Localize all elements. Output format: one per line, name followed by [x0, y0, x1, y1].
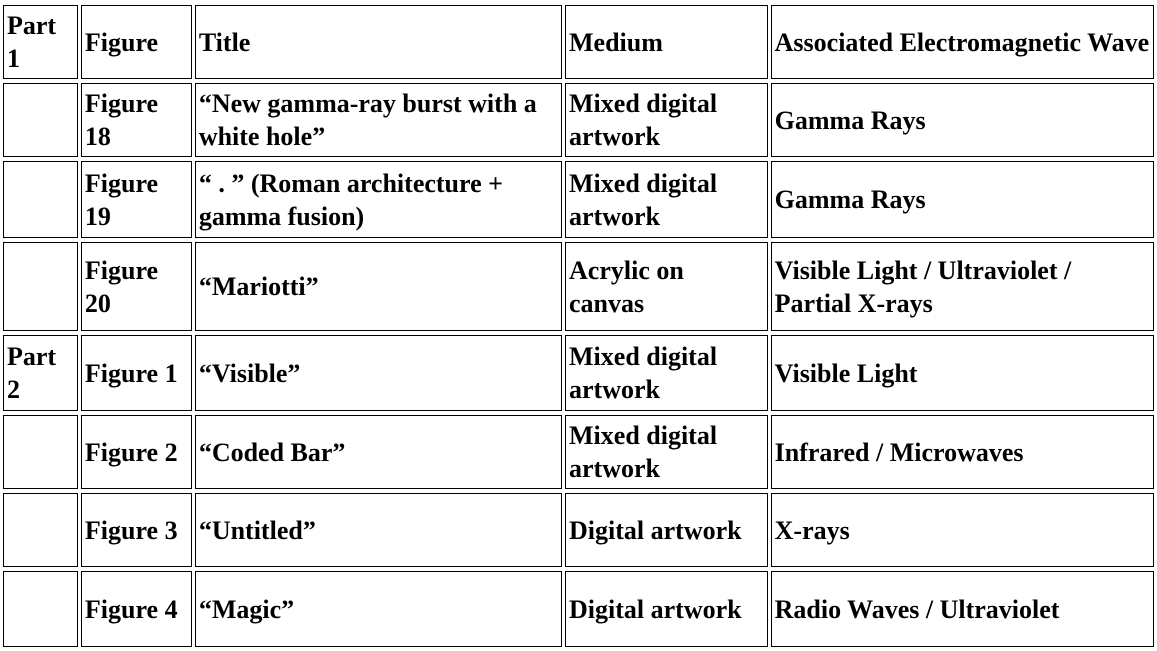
table-row: Figure 4 “Magic” Digital artwork Radio W… — [3, 571, 1154, 647]
header-row: Part 1 Figure Title Medium Associated El… — [3, 5, 1154, 79]
cell-figure: Figure 20 — [80, 242, 192, 331]
table-row: Part 2 Figure 1 “Visible” Mixed digital … — [3, 335, 1154, 411]
cell-figure: Figure 2 — [80, 415, 192, 489]
cell-part — [3, 161, 78, 238]
cell-figure: Figure 19 — [80, 161, 192, 238]
cell-part — [3, 242, 78, 331]
header-title: Title — [194, 5, 563, 79]
cell-part — [3, 571, 78, 647]
cell-wave: Gamma Rays — [770, 83, 1154, 157]
cell-figure: Figure 18 — [80, 83, 192, 157]
cell-medium: Acrylic on canvas — [565, 242, 768, 331]
cell-title: “Visible” — [194, 335, 563, 411]
cell-medium: Digital artwork — [565, 493, 768, 567]
cell-figure: Figure 3 — [80, 493, 192, 567]
table-row: Figure 19 “ . ” (Roman architecture + ga… — [3, 161, 1154, 238]
header-part: Part 1 — [3, 5, 78, 79]
table-row: Figure 18 “New gamma-ray burst with a wh… — [3, 83, 1154, 157]
cell-part: Part 2 — [3, 335, 78, 411]
cell-wave: X-rays — [770, 493, 1154, 567]
cell-title: “Magic” — [194, 571, 563, 647]
cell-title: “ . ” (Roman architecture + gamma fusion… — [194, 161, 563, 238]
header-medium: Medium — [565, 5, 768, 79]
header-figure: Figure — [80, 5, 192, 79]
cell-wave: Infrared / Microwaves — [770, 415, 1154, 489]
cell-title: “New gamma-ray burst with a white hole” — [194, 83, 563, 157]
table-row: Figure 20 “Mariotti” Acrylic on canvas V… — [3, 242, 1154, 331]
table-row: Figure 3 “Untitled” Digital artwork X-ra… — [3, 493, 1154, 567]
cell-wave: Gamma Rays — [770, 161, 1154, 238]
cell-wave: Visible Light / Ultraviolet / Partial X-… — [770, 242, 1154, 331]
cell-wave: Visible Light — [770, 335, 1154, 411]
cell-part — [3, 493, 78, 567]
cell-medium: Digital artwork — [565, 571, 768, 647]
table-row: Figure 2 “Coded Bar” Mixed digital artwo… — [3, 415, 1154, 489]
cell-medium: Mixed digital artwork — [565, 415, 768, 489]
cell-wave: Radio Waves / Ultraviolet — [770, 571, 1154, 647]
cell-title: “Coded Bar” — [194, 415, 563, 489]
cell-title: “Mariotti” — [194, 242, 563, 331]
cell-medium: Mixed digital artwork — [565, 335, 768, 411]
cell-medium: Mixed digital artwork — [565, 83, 768, 157]
cell-part — [3, 415, 78, 489]
cell-figure: Figure 4 — [80, 571, 192, 647]
cell-title: “Untitled” — [194, 493, 563, 567]
header-wave: Associated Electromagnetic Wave — [770, 5, 1154, 79]
cell-figure: Figure 1 — [80, 335, 192, 411]
cell-part — [3, 83, 78, 157]
cell-medium: Mixed digital artwork — [565, 161, 768, 238]
